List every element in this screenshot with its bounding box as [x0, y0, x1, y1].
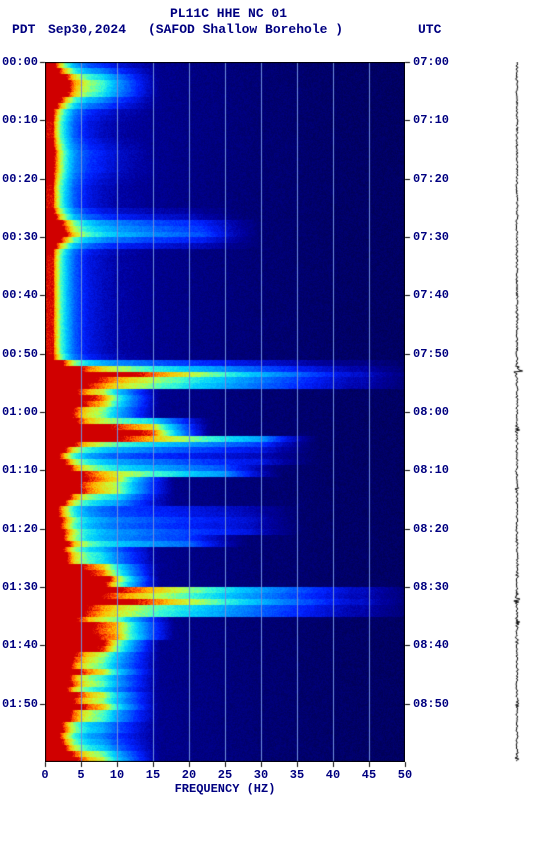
xlabel: 10 — [110, 768, 124, 782]
xlabel: 20 — [182, 768, 196, 782]
ylabel-right: 07:10 — [413, 113, 449, 127]
ylabel-left: 00:00 — [2, 55, 38, 69]
figure: PL11C HHE NC 01 PDT Sep30,2024 (SAFOD Sh… — [0, 0, 552, 864]
ylabel-left: 00:30 — [2, 230, 38, 244]
xlabel: 40 — [326, 768, 340, 782]
ylabel-left: 00:20 — [2, 172, 38, 186]
xlabel: 45 — [362, 768, 376, 782]
ylabel-right: 07:20 — [413, 172, 449, 186]
ylabel-right: 08:40 — [413, 638, 449, 652]
ylabel-right: 08:10 — [413, 463, 449, 477]
spectrogram-canvas — [45, 62, 405, 762]
xlabel: 25 — [218, 768, 232, 782]
xlabel: 30 — [254, 768, 268, 782]
xlabel: 50 — [398, 768, 412, 782]
ylabel-right: 07:30 — [413, 230, 449, 244]
ylabel-left: 01:40 — [2, 638, 38, 652]
ylabel-right: 08:30 — [413, 580, 449, 594]
ylabel-right: 07:40 — [413, 288, 449, 302]
date-label: Sep30,2024 — [48, 22, 126, 37]
right-timezone: UTC — [418, 22, 441, 37]
ylabel-right: 08:50 — [413, 697, 449, 711]
ylabel-left: 01:20 — [2, 522, 38, 536]
xlabel: 15 — [146, 768, 160, 782]
xlabel: 5 — [77, 768, 84, 782]
ylabel-right: 08:20 — [413, 522, 449, 536]
left-timezone: PDT — [12, 22, 35, 37]
ylabel-left: 00:10 — [2, 113, 38, 127]
xlabel: 35 — [290, 768, 304, 782]
ylabel-left: 00:40 — [2, 288, 38, 302]
xlabel: 0 — [41, 768, 48, 782]
ylabel-left: 00:50 — [2, 347, 38, 361]
ylabel-right: 07:50 — [413, 347, 449, 361]
ylabel-left: 01:50 — [2, 697, 38, 711]
time-scan-trace — [510, 62, 524, 762]
title-line1: PL11C HHE NC 01 — [170, 6, 287, 21]
ylabel-left: 01:30 — [2, 580, 38, 594]
ylabel-left: 01:00 — [2, 405, 38, 419]
ylabel-right: 08:00 — [413, 405, 449, 419]
ylabel-right: 07:00 — [413, 55, 449, 69]
x-axis-title: FREQUENCY (HZ) — [175, 782, 276, 796]
ylabel-left: 01:10 — [2, 463, 38, 477]
subtitle: (SAFOD Shallow Borehole ) — [148, 22, 343, 37]
